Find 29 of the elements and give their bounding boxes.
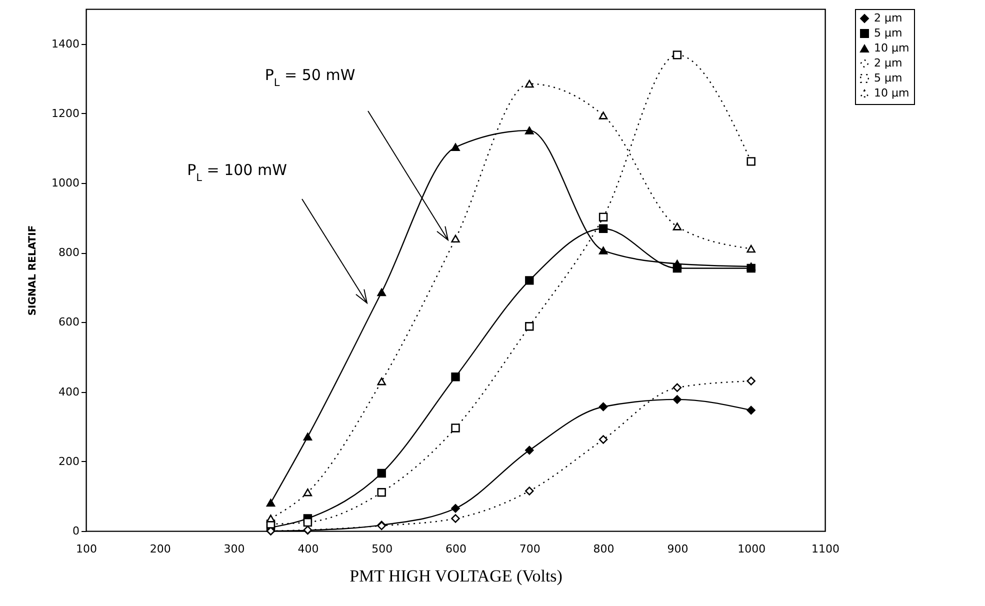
annotation: P$_{L}$ = 100 mW [187, 161, 288, 184]
y-tick-label: 200 [58, 454, 80, 468]
x-tick-label: 600 [446, 542, 466, 556]
y-tick-label: 600 [58, 316, 80, 329]
y-tick-label: 1200 [52, 106, 80, 120]
legend-label: 10 µm [874, 86, 910, 100]
x-tick-label: 100 [76, 542, 97, 556]
x-tick-label: 900 [667, 542, 688, 556]
y-axis-title: SIGNAL RELATIF [28, 225, 39, 316]
x-tick-label: 700 [519, 542, 540, 556]
x-tick-label: 400 [298, 542, 319, 556]
y-tick-label: 0 [72, 524, 80, 538]
y-tick-label: 800 [58, 246, 80, 260]
x-tick-label: 1100 [812, 542, 840, 556]
y-tick-label: 1400 [52, 37, 80, 50]
x-tick-label: 500 [372, 542, 393, 556]
y-tick-label: 1000 [52, 176, 80, 190]
x-tick-label: 200 [150, 542, 171, 556]
x-tick-label: 1000 [738, 542, 766, 556]
legend-label: 2 µm [874, 12, 902, 24]
legend-label: 2 µm [874, 56, 902, 70]
x-tick-label: 800 [593, 542, 614, 556]
annotation: P$_{L}$ = 50 mW [264, 66, 356, 89]
y-tick-label: 400 [58, 385, 80, 398]
legend-label: 5 µm [874, 72, 902, 84]
x-axis-title: PMT HIGH VOLTAGE (Volts) [350, 566, 562, 586]
x-tick-label: 300 [224, 542, 245, 556]
legend-label: 10 µm [874, 42, 910, 54]
legend-label: 5 µm [874, 26, 902, 40]
